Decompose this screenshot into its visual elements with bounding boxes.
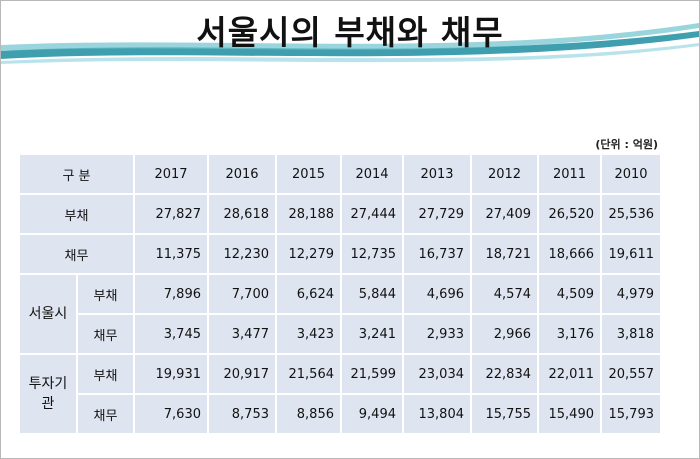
cell-value: 3,745 (133, 313, 209, 355)
cell-value: 15,755 (470, 393, 539, 435)
year-header: 2017 (133, 153, 209, 195)
group-label: 서울시 (18, 273, 78, 355)
cell-value: 4,574 (470, 273, 539, 315)
cell-value: 27,409 (470, 193, 539, 235)
cell-value: 7,630 (133, 393, 209, 435)
cell-value: 3,818 (600, 313, 662, 355)
cell-value: 5,844 (340, 273, 404, 315)
cell-value: 7,896 (133, 273, 209, 315)
cell-value: 19,931 (133, 353, 209, 395)
cell-value: 21,599 (340, 353, 404, 395)
cell-value: 18,666 (537, 233, 602, 275)
row-label: 부채 (76, 353, 135, 395)
cell-value: 16,737 (402, 233, 472, 275)
table-row: 부채 27,827 28,618 28,188 27,444 27,729 27,409 26… (18, 193, 662, 235)
group-label: 투자기관 (18, 353, 78, 435)
cell-value: 26,520 (537, 193, 602, 235)
row-label: 채무 (76, 393, 135, 435)
row-label: 채무 (76, 313, 135, 355)
debt-table: 구 분 2017 2016 2015 2014 2013 2012 2011 2010 부채 27,… (18, 153, 662, 435)
table-row: 투자기관 부채 19,931 20,917 21,564 21,599 23,034 22,8… (18, 353, 662, 435)
title-banner (1, 23, 699, 64)
cell-value: 7,700 (207, 273, 277, 315)
cell-value: 4,509 (537, 273, 602, 315)
cell-value: 9,494 (340, 393, 404, 435)
cell-value: 13,804 (402, 393, 472, 435)
cell-value: 8,753 (207, 393, 277, 435)
row-label: 채무 (18, 233, 135, 275)
table-row: 채무 11,375 12,230 12,279 12,735 16,737 18,721 18… (18, 233, 662, 275)
row-label: 부채 (18, 193, 135, 235)
cell-value: 27,827 (133, 193, 209, 235)
cell-value: 18,721 (470, 233, 539, 275)
cell-value: 25,536 (600, 193, 662, 235)
cell-value: 6,624 (275, 273, 342, 315)
year-header: 2012 (470, 153, 539, 195)
cell-value: 3,477 (207, 313, 277, 355)
cell-value: 2,966 (470, 313, 539, 355)
category-header: 구 분 (18, 153, 135, 195)
row-label: 부채 (76, 273, 135, 315)
cell-value: 3,241 (340, 313, 404, 355)
cell-value: 22,834 (470, 353, 539, 395)
cell-value: 3,423 (275, 313, 342, 355)
cell-value: 15,793 (600, 393, 662, 435)
year-header: 2015 (275, 153, 342, 195)
cell-value: 11,375 (133, 233, 209, 275)
cell-value: 12,279 (275, 233, 342, 275)
cell-value: 28,188 (275, 193, 342, 235)
cell-value: 23,034 (402, 353, 472, 395)
cell-value: 3,176 (537, 313, 602, 355)
cell-value: 21,564 (275, 353, 342, 395)
year-header: 2013 (402, 153, 472, 195)
cell-value: 4,979 (600, 273, 662, 315)
cell-value: 19,611 (600, 233, 662, 275)
table-row: 서울시 부채 7,896 7,700 6,624 5,844 4,696 4,574 4,509… (18, 273, 662, 355)
cell-value: 20,917 (207, 353, 277, 395)
cell-value: 22,011 (537, 353, 602, 395)
unit-note: (단위 : 억원) (595, 138, 658, 151)
table-row: 구 분 2017 2016 2015 2014 2013 2012 2011 2010 (18, 153, 662, 195)
title: 서울시의 부채와 채무 (196, 13, 504, 52)
cell-value: 2,933 (402, 313, 472, 355)
cell-value: 20,557 (600, 353, 662, 395)
cell-value: 12,230 (207, 233, 277, 275)
cell-value: 8,856 (275, 393, 342, 435)
year-header: 2016 (207, 153, 277, 195)
year-header: 2014 (340, 153, 404, 195)
table-row: 채무 3,745 3,477 3,423 3,241 2,933 2,966 3,176 3,8… (19, 313, 662, 355)
cell-value: 12,735 (340, 233, 404, 275)
cell-value: 27,729 (402, 193, 472, 235)
year-header: 2011 (537, 153, 602, 195)
year-header: 2010 (600, 153, 662, 195)
cell-value: 27,444 (340, 193, 404, 235)
cell-value: 4,696 (402, 273, 472, 315)
cell-value: 28,618 (207, 193, 277, 235)
cell-value: 15,490 (537, 393, 602, 435)
table-row: 채무 7,630 8,753 8,856 9,494 13,804 15,755 15,490… (19, 393, 662, 435)
